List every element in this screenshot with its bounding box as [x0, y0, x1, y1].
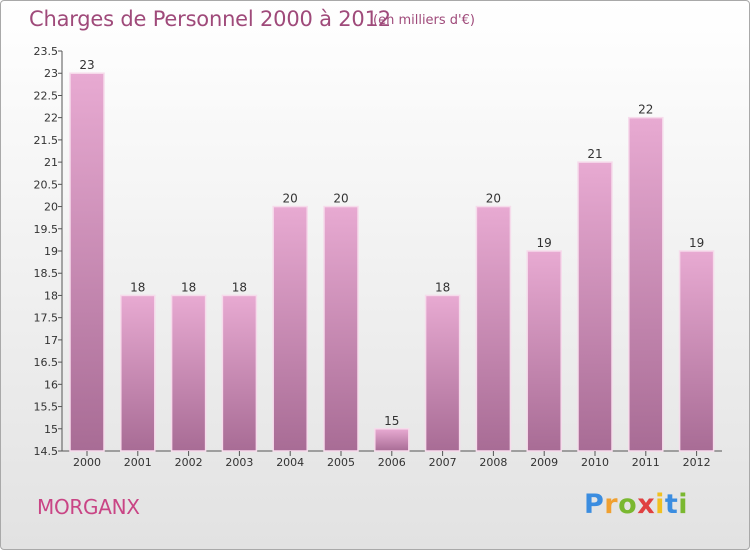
y-tick-label: 14.5 [34, 445, 59, 458]
bar-value-label: 18 [435, 280, 450, 294]
y-tick-label: 19 [44, 245, 58, 258]
bar [323, 205, 359, 452]
x-tick-label: 2009 [530, 456, 558, 469]
x-tick-label: 2003 [225, 456, 253, 469]
bar [120, 294, 156, 452]
x-tick-label: 2007 [429, 456, 457, 469]
bar-value-label: 19 [689, 236, 704, 250]
y-tick-label: 15.5 [34, 401, 59, 414]
y-tick-label: 23 [44, 67, 58, 80]
x-tick-label: 2010 [581, 456, 609, 469]
y-tick-label: 21 [44, 156, 58, 169]
y-tick-label: 20 [44, 201, 58, 214]
bar-value-label: 20 [486, 192, 501, 206]
y-tick-label: 16.5 [34, 356, 59, 369]
x-tick-label: 2006 [378, 456, 406, 469]
y-tick-label: 21.5 [34, 134, 59, 147]
bar [475, 205, 512, 452]
bar [272, 205, 308, 452]
bar [678, 250, 715, 452]
bar [170, 294, 207, 452]
y-tick-label: 17.5 [34, 312, 59, 325]
y-tick-label: 20.5 [34, 178, 59, 191]
x-tick-label: 2012 [683, 456, 711, 469]
bar [628, 116, 664, 452]
logo-letter: x [637, 489, 656, 520]
proxiti-logo[interactable]: Proxiti [584, 489, 688, 523]
logo-letter: i [678, 489, 689, 520]
logo-letter: i [655, 489, 665, 520]
logo-letter: r [604, 489, 619, 520]
x-tick-label: 2011 [632, 456, 660, 469]
bar-value-label: 18 [181, 280, 196, 294]
bar-value-label: 23 [79, 58, 94, 72]
x-tick-label: 2001 [124, 456, 152, 469]
chart-title: Charges de Personnel 2000 à 2012 [29, 7, 391, 31]
x-tick-label: 2000 [73, 456, 101, 469]
x-tick-label: 2004 [276, 456, 304, 469]
bar-value-label: 21 [587, 147, 602, 161]
bar [69, 72, 105, 452]
logo-letter: t [664, 489, 679, 520]
bar-value-label: 22 [638, 103, 653, 117]
bar [221, 294, 258, 452]
bar-value-label: 20 [283, 192, 298, 206]
x-tick-label: 2008 [479, 456, 507, 469]
y-tick-label: 18 [44, 289, 58, 302]
place-name: MORGANX [37, 495, 140, 519]
y-tick-label: 22 [44, 112, 58, 125]
y-tick-label: 23.5 [34, 45, 59, 58]
logo-letter: o [618, 489, 638, 520]
bar-value-label: 19 [537, 236, 552, 250]
bar-value-label: 18 [232, 280, 247, 294]
chart-subtitle: (en milliers d'€) [373, 13, 475, 28]
y-tick-label: 15 [44, 423, 58, 436]
x-tick-label: 2002 [175, 456, 203, 469]
y-tick-label: 17 [44, 334, 58, 347]
bar-value-label: 15 [384, 414, 399, 428]
bar [577, 161, 613, 452]
y-tick-label: 22.5 [34, 89, 59, 102]
bar [424, 294, 461, 452]
bar-value-label: 18 [130, 280, 145, 294]
logo-letter: P [584, 489, 605, 520]
bar-value-label: 20 [333, 192, 348, 206]
x-tick-label: 2005 [327, 456, 355, 469]
y-tick-label: 18.5 [34, 267, 59, 280]
y-tick-label: 16 [44, 378, 58, 391]
bar [526, 250, 562, 452]
bar [374, 428, 410, 452]
y-tick-label: 19.5 [34, 223, 59, 236]
